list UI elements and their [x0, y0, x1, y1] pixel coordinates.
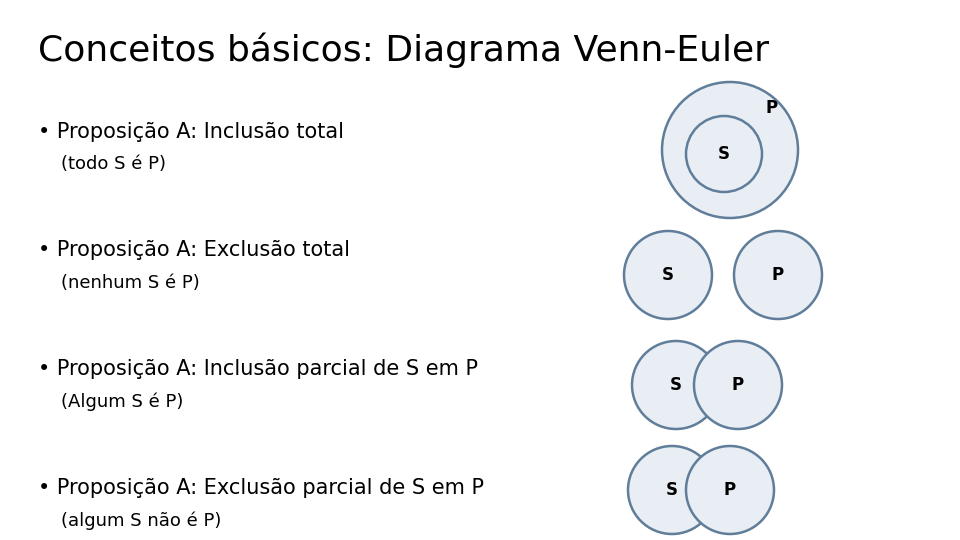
Circle shape — [686, 446, 774, 534]
Text: P: P — [724, 481, 736, 499]
Text: • Proposição A: Inclusão parcial de S em P: • Proposição A: Inclusão parcial de S em… — [38, 359, 478, 379]
Text: (nenhum S é P): (nenhum S é P) — [38, 274, 200, 292]
Text: (algum S não é P): (algum S não é P) — [38, 511, 222, 530]
Text: Conceitos básicos: Diagrama Venn-Euler: Conceitos básicos: Diagrama Venn-Euler — [38, 32, 769, 68]
Text: P: P — [772, 266, 784, 284]
Circle shape — [632, 341, 720, 429]
Text: • Proposição A: Inclusão total: • Proposição A: Inclusão total — [38, 122, 345, 141]
Text: (todo S é P): (todo S é P) — [38, 155, 166, 173]
Text: • Proposição A: Exclusão parcial de S em P: • Proposição A: Exclusão parcial de S em… — [38, 478, 485, 498]
Text: • Proposição A: Exclusão total: • Proposição A: Exclusão total — [38, 240, 350, 260]
Circle shape — [624, 231, 712, 319]
Circle shape — [734, 231, 822, 319]
Circle shape — [662, 82, 798, 218]
Circle shape — [686, 116, 762, 192]
Text: S: S — [666, 481, 678, 499]
Circle shape — [694, 341, 782, 429]
Circle shape — [628, 446, 716, 534]
Text: S: S — [718, 145, 730, 163]
Text: S: S — [662, 266, 674, 284]
Text: S: S — [670, 376, 682, 394]
Text: P: P — [766, 99, 778, 117]
Text: (Algum S é P): (Algum S é P) — [38, 393, 183, 411]
Text: P: P — [732, 376, 744, 394]
